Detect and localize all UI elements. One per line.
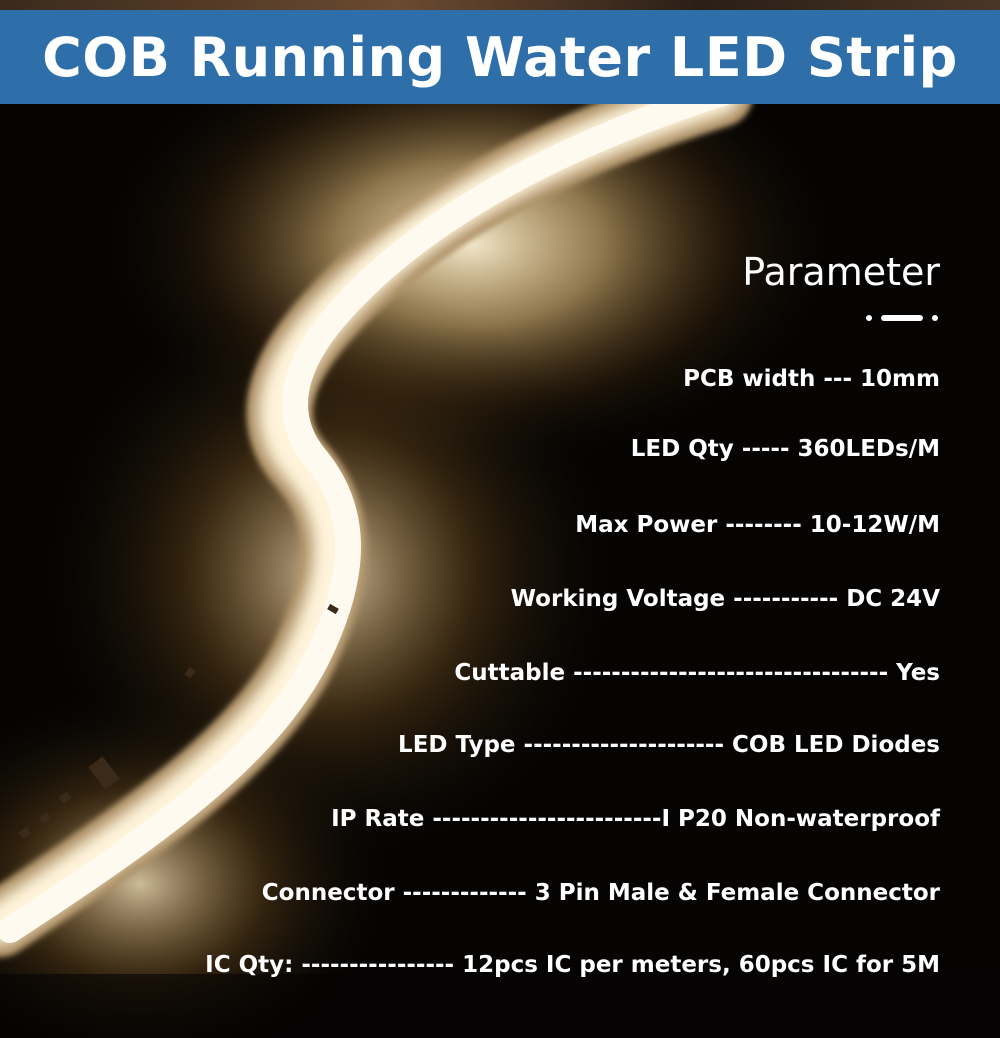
title-banner: COB Running Water LED Strip: [0, 10, 1000, 104]
spec-separator: ---------------------------------: [573, 660, 889, 686]
spec-row: LED Qty ----- 360LEDs/M: [631, 436, 940, 462]
spec-row: IC Qty: ---------------- 12pcs IC per me…: [205, 952, 940, 978]
spec-row: Working Voltage ----------- DC 24V: [511, 586, 940, 612]
banner-title: COB Running Water LED Strip: [42, 25, 958, 89]
pcb-components: [18, 603, 339, 840]
spec-value: 10mm: [860, 366, 940, 392]
spec-separator: ---: [823, 366, 853, 392]
spec-separator: ---------------------: [523, 732, 725, 758]
spec-row: Cuttable -------------------------------…: [454, 660, 940, 686]
spec-row: IP Rate ------------------------I P20 No…: [331, 806, 940, 832]
spec-value: COB LED Diodes: [732, 732, 940, 758]
spec-separator: -------------: [402, 880, 527, 906]
spec-row: LED Type --------------------- COB LED D…: [398, 732, 940, 758]
spec-label: IC Qty:: [205, 952, 294, 978]
spec-label: Max Power: [575, 512, 718, 538]
led-strip-photo: [0, 104, 1000, 1038]
spec-row: PCB width --- 10mm: [683, 366, 940, 392]
spec-separator: ----------------: [301, 952, 455, 978]
heading-ornament: [866, 312, 938, 324]
spec-value: 12pcs IC per meters, 60pcs IC for 5M: [462, 952, 940, 978]
spec-label: Connector: [261, 880, 395, 906]
spec-label: Cuttable: [454, 660, 566, 686]
parameter-heading: Parameter: [742, 250, 940, 294]
spec-value: Yes: [896, 660, 940, 686]
spec-row: Connector ------------- 3 Pin Male & Fem…: [262, 880, 940, 906]
spec-separator: ------------------------: [432, 806, 662, 832]
spec-label: PCB width: [683, 366, 816, 392]
spec-separator: --------: [725, 512, 802, 538]
spec-label: IP Rate: [331, 806, 425, 832]
spec-value: 3 Pin Male & Female Connector: [534, 880, 940, 906]
spec-label: Working Voltage: [510, 586, 726, 612]
spec-row: Max Power -------- 10-12W/M: [575, 512, 940, 538]
spec-value: I P20 Non-waterproof: [661, 806, 940, 832]
spec-value: DC 24V: [846, 586, 940, 612]
spec-label: LED Qty: [630, 436, 734, 462]
spec-separator: -----: [741, 436, 790, 462]
spec-separator: -----------: [733, 586, 839, 612]
spec-value: 360LEDs/M: [797, 436, 940, 462]
strip-light-core: [0, 104, 730, 943]
spec-value: 10-12W/M: [809, 512, 940, 538]
spec-label: LED Type: [398, 732, 516, 758]
